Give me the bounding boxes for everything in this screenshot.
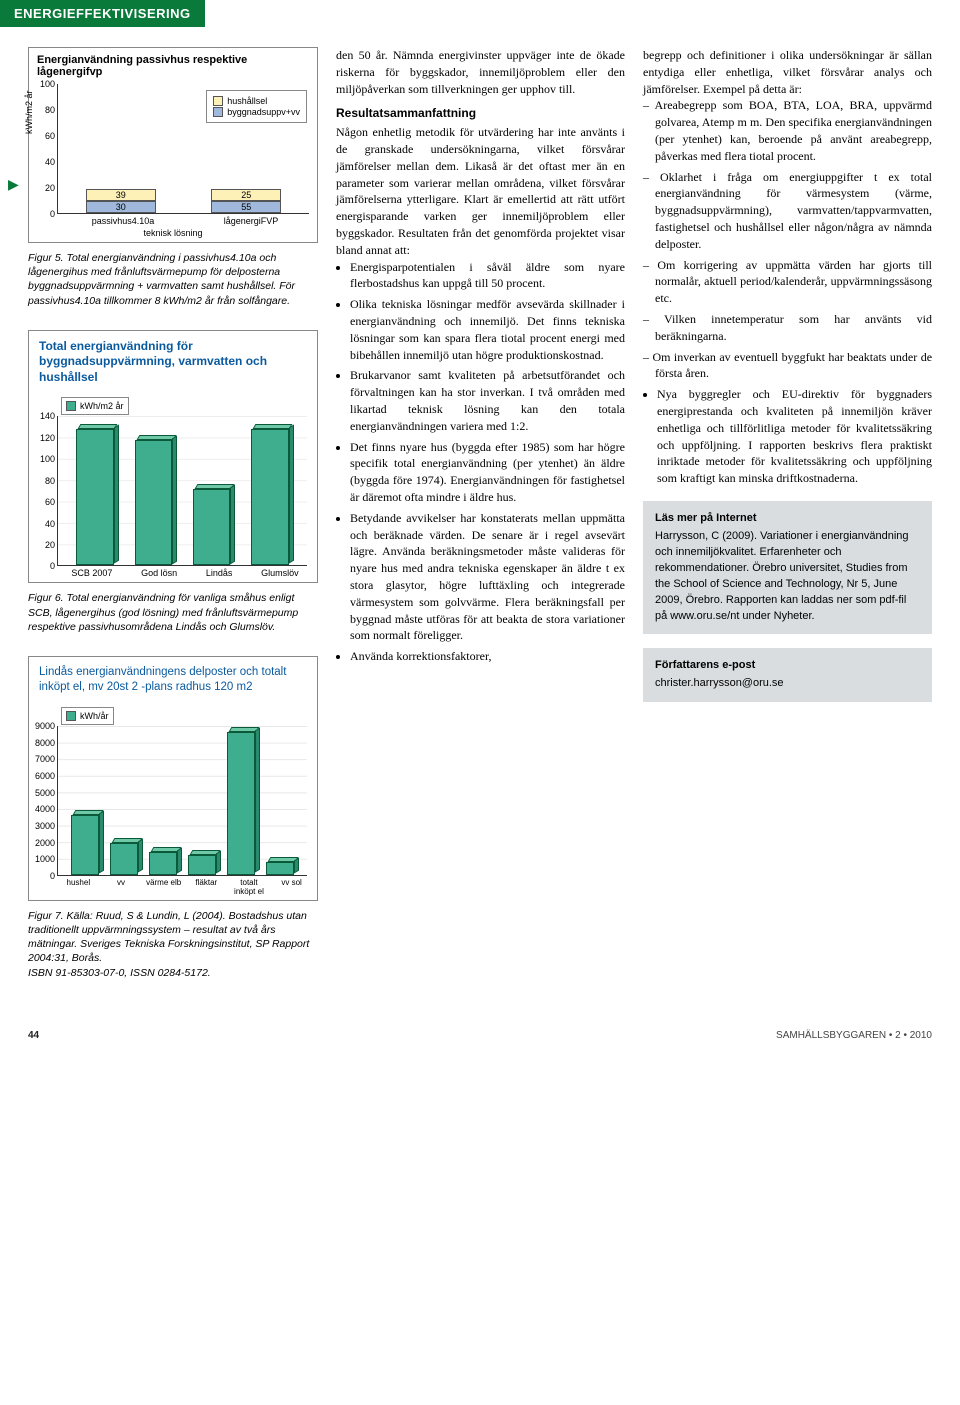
- body-paragraph: Någon enhetlig metodik för utvärdering h…: [336, 124, 625, 258]
- info-box-heading: Författarens e-post: [655, 658, 920, 674]
- list-item: Om korrigering av uppmätta värden har gj…: [643, 257, 932, 307]
- chart2-x-labels: SCB 2007God lösnLindåsGlumslöv: [33, 566, 313, 578]
- chart1-x-title: teknisk lösning: [33, 226, 313, 238]
- bullet-list: Nya byggregler och EU-direktiv för byggn…: [643, 386, 932, 487]
- list-item: Om inverkan av eventuell byggfukt har be…: [643, 349, 932, 383]
- chart-2: Total energianvändning för byggnadsuppvä…: [28, 330, 318, 584]
- chart3-title: Lindås energianvändningens delposter och…: [33, 661, 313, 703]
- continues-arrow-icon: ▶: [8, 177, 19, 194]
- chart-1: Energianvändning passivhus respektive lå…: [28, 47, 318, 243]
- list-item: Nya byggregler och EU-direktiv för byggn…: [657, 386, 932, 487]
- bar: 5525: [211, 189, 281, 213]
- chart3-y-axis: 0100020003000400050006000700080009000: [33, 726, 57, 876]
- bullet-list: Energisparpotentialen i såväl äldre som …: [336, 259, 625, 665]
- chart2-title: Total energianvändning för byggnadsuppvä…: [33, 335, 313, 394]
- info-box-heading: Läs mer på Internet: [655, 511, 920, 527]
- subheading: Resultatsammanfattning: [336, 105, 625, 122]
- chart3-plot: [57, 726, 307, 876]
- list-item: Energisparpotentialen i såväl äldre som …: [350, 259, 625, 293]
- caption-2: Figur 6. Total energianvändning för vanl…: [28, 591, 318, 634]
- list-item: Oklarhet i fråga om energiuppgifter t ex…: [643, 169, 932, 253]
- list-item: Använda korrektionsfaktorer,: [350, 648, 625, 665]
- body-paragraph: den 50 år. Nämnda energivinster uppväger…: [336, 47, 625, 97]
- list-item: Det finns nyare hus (byggda efter 1985) …: [350, 439, 625, 506]
- list-item: Betydande avvikelser har konstaterats me…: [350, 510, 625, 644]
- chart1-x-labels: passivhus4.10alågenergiFVP: [33, 214, 313, 226]
- legend-label: byggnadsuppv+vv: [227, 107, 300, 117]
- right-column: begrepp och definitioner i olika undersö…: [643, 47, 932, 1002]
- chart1-y-axis: kWh/m2 år 020406080100: [33, 84, 57, 214]
- body-paragraph: begrepp och definitioner i olika undersö…: [643, 47, 932, 97]
- content-columns: ▶ Energianvändning passivhus respektive …: [0, 27, 960, 1012]
- bar: 3039: [86, 189, 156, 213]
- chart2-y-axis: 020406080100120140: [33, 416, 57, 566]
- legend-label: hushållsel: [227, 96, 267, 106]
- page-footer: 44 SAMHÄLLSBYGGAREN • 2 • 2010: [0, 1012, 960, 1053]
- chart1-y-label: kWh/m2 år: [24, 90, 34, 134]
- chart3-x-labels: hushelvvvärme elbfläktartotalt inköpt el…: [33, 876, 313, 896]
- page: ENERGIEFFEKTIVISERING ▶ Energianvändning…: [0, 0, 960, 1053]
- list-item: Vilken innetemperatur som har använts vi…: [643, 311, 932, 345]
- info-box-internet: Läs mer på Internet Harrysson, C (2009).…: [643, 501, 932, 635]
- section-banner: ENERGIEFFEKTIVISERING: [0, 0, 205, 27]
- list-item: Olika tekniska lösningar medför avsevärd…: [350, 296, 625, 363]
- chart2-plot: [57, 416, 307, 566]
- list-item: Areabegrepp som BOA, BTA, LOA, BRA, uppv…: [643, 97, 932, 164]
- info-box-body: Harrysson, C (2009). Variationer i energ…: [655, 529, 920, 625]
- info-box-email: Författarens e-post christer.harrysson@o…: [643, 648, 932, 702]
- middle-column: den 50 år. Nämnda energivinster uppväger…: [336, 47, 625, 1002]
- publication-info: SAMHÄLLSBYGGAREN • 2 • 2010: [776, 1030, 932, 1041]
- chart-3: Lindås energianvändningens delposter och…: [28, 656, 318, 901]
- chart2-legend: kWh/m2 år: [61, 397, 129, 415]
- list-item: Brukarvanor samt kvaliteten på arbetsutf…: [350, 367, 625, 434]
- left-column: ▶ Energianvändning passivhus respektive …: [28, 47, 318, 1002]
- chart1-legend: hushållsel byggnadsuppv+vv: [206, 90, 307, 123]
- page-number: 44: [28, 1030, 39, 1041]
- dash-list: Areabegrepp som BOA, BTA, LOA, BRA, uppv…: [643, 97, 932, 382]
- caption-1: Figur 5. Total energianvändning i passiv…: [28, 251, 318, 308]
- chart3-legend: kWh/år: [61, 707, 114, 725]
- info-box-body: christer.harrysson@oru.se: [655, 676, 920, 692]
- chart1-title: Energianvändning passivhus respektive lå…: [33, 52, 313, 84]
- caption-3: Figur 7. Källa: Ruud, S & Lundin, L (200…: [28, 909, 318, 980]
